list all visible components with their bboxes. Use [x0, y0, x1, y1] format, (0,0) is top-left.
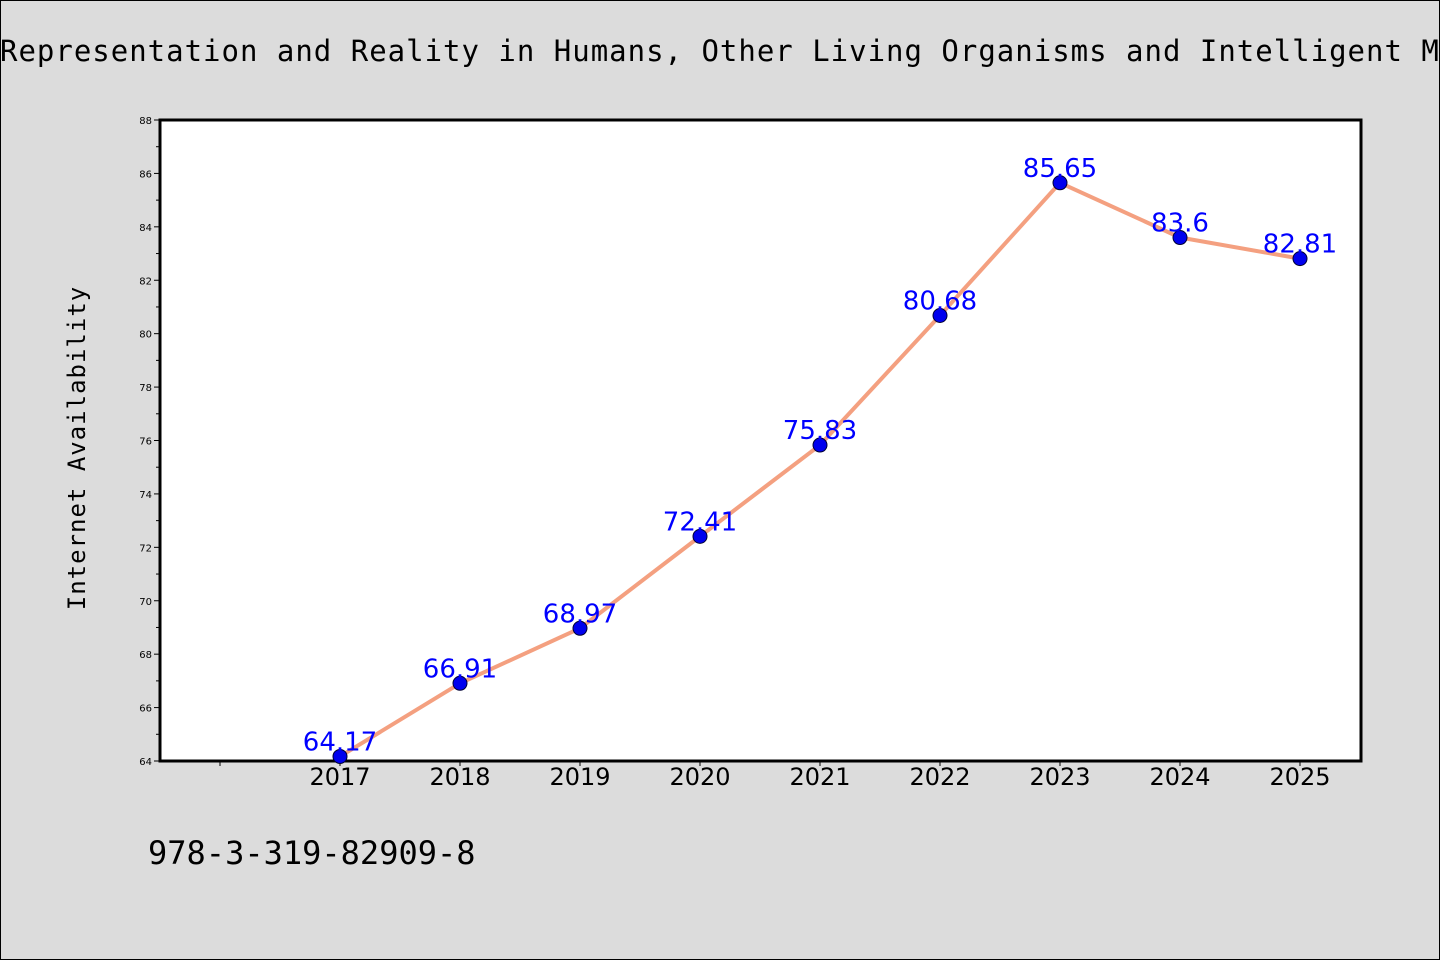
data-label: 68.97 [543, 599, 617, 629]
data-label: 66.91 [423, 654, 497, 684]
data-point [692, 528, 708, 544]
y-axis: 64 66 68 70 72 74 76 78 80 82 84 86 88 [139, 116, 160, 768]
y-tick-label: 70 [139, 597, 152, 608]
x-tick-label: 2020 [669, 763, 730, 791]
page-title: Representation and Reality in Humans, Ot… [0, 34, 1440, 68]
y-tick-label: 78 [139, 383, 152, 394]
x-tick-label: 2019 [549, 763, 610, 791]
y-tick-label: 86 [139, 169, 152, 180]
x-axis: 2017 2018 2019 2020 2021 2022 2023 2024 2025 [219, 761, 1331, 791]
y-tick-label: 66 [139, 704, 152, 715]
x-tick-label: 2017 [309, 763, 370, 791]
data-label: 80.68 [903, 287, 977, 317]
y-tick-label: 88 [139, 116, 152, 127]
y-tick-label: 76 [139, 437, 152, 448]
y-tick-label: 74 [139, 490, 152, 501]
data-label: 75.83 [783, 416, 857, 446]
x-tick-label: 2021 [789, 763, 850, 791]
y-axis-label: Internet Availability [63, 286, 91, 610]
x-tick-label: 2022 [909, 763, 970, 791]
data-label: 72.41 [663, 507, 737, 537]
y-tick-label: 72 [139, 543, 152, 554]
y-tick-label: 84 [139, 223, 152, 234]
data-label: 83.6 [1151, 209, 1209, 239]
x-tick-label: 2025 [1269, 763, 1330, 791]
y-tick-label: 64 [139, 757, 152, 768]
x-tick-label: 2024 [1149, 763, 1210, 791]
series-group: 64.17 66.91 68.97 72.41 75.83 80.68 85.65 83.6 8… [303, 154, 1337, 764]
data-point [452, 675, 468, 691]
data-label: 85.65 [1023, 154, 1097, 184]
data-point [812, 437, 828, 453]
x-tick-label: 2023 [1029, 763, 1090, 791]
data-point [1172, 230, 1188, 246]
data-point [1292, 251, 1308, 267]
y-tick-label: 82 [139, 276, 152, 287]
data-label: 64.17 [303, 727, 377, 757]
data-point [332, 748, 348, 764]
isbn-footer: 978-3-319-82909-8 [148, 834, 476, 872]
data-point [572, 620, 588, 636]
y-tick-label: 80 [139, 330, 152, 341]
x-tick-label: 2018 [429, 763, 490, 791]
y-tick-label: 68 [139, 650, 152, 661]
data-point [932, 308, 948, 324]
data-label: 82.81 [1263, 230, 1337, 260]
data-point [1052, 175, 1068, 191]
